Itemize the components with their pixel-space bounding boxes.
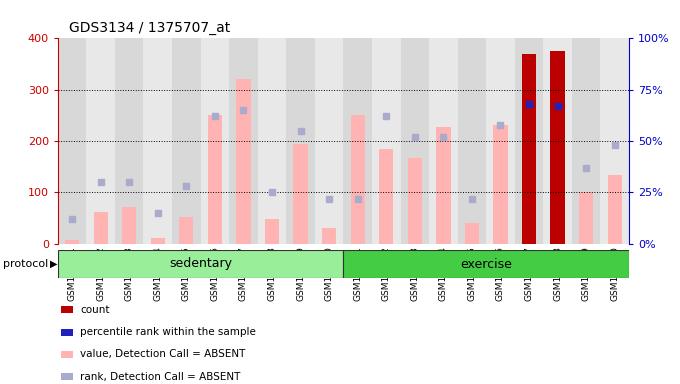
Text: exercise: exercise — [460, 258, 512, 270]
Bar — [172, 38, 201, 244]
Bar — [351, 116, 365, 244]
Bar — [229, 38, 258, 244]
Bar — [94, 212, 108, 244]
Bar — [486, 38, 515, 244]
Bar — [265, 219, 279, 244]
Bar — [151, 238, 165, 244]
Bar — [465, 223, 479, 244]
Bar — [458, 38, 486, 244]
Bar — [343, 38, 372, 244]
Bar — [543, 38, 572, 244]
Text: GDS3134 / 1375707_at: GDS3134 / 1375707_at — [69, 21, 231, 35]
Bar — [237, 79, 251, 244]
Bar — [201, 38, 229, 244]
Bar — [122, 207, 137, 244]
Bar — [401, 38, 429, 244]
Bar — [115, 38, 143, 244]
Text: percentile rank within the sample: percentile rank within the sample — [80, 327, 256, 337]
Bar — [608, 174, 622, 244]
Bar — [579, 192, 593, 244]
Bar — [322, 228, 336, 244]
Bar — [437, 127, 450, 244]
Bar — [58, 38, 86, 244]
Bar — [65, 240, 80, 244]
Bar — [379, 149, 393, 244]
Text: ▶: ▶ — [50, 259, 57, 269]
Bar — [286, 38, 315, 244]
Bar — [315, 38, 343, 244]
Bar — [294, 144, 308, 244]
Bar — [551, 51, 564, 244]
Bar — [343, 250, 629, 278]
Text: protocol: protocol — [3, 259, 49, 269]
Bar — [522, 54, 537, 244]
Bar — [600, 38, 629, 244]
Bar — [258, 38, 286, 244]
Bar — [515, 38, 543, 244]
Text: value, Detection Call = ABSENT: value, Detection Call = ABSENT — [80, 349, 245, 359]
Bar — [58, 250, 343, 278]
Bar — [143, 38, 172, 244]
Text: sedentary: sedentary — [169, 258, 232, 270]
Bar — [86, 38, 115, 244]
Bar — [408, 157, 422, 244]
Text: count: count — [80, 305, 109, 315]
Bar — [429, 38, 458, 244]
Bar — [572, 38, 600, 244]
Bar — [494, 125, 507, 244]
Bar — [208, 116, 222, 244]
Bar — [180, 217, 194, 244]
Text: rank, Detection Call = ABSENT: rank, Detection Call = ABSENT — [80, 372, 241, 382]
Bar — [372, 38, 401, 244]
